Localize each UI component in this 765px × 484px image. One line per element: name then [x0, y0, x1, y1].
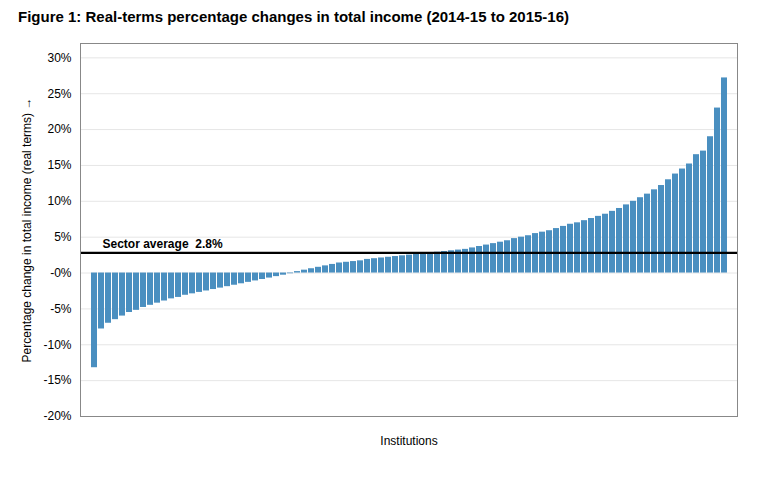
svg-text:-20%: -20%: [43, 409, 71, 423]
svg-text:Institutions: Institutions: [380, 434, 437, 448]
svg-text:-15%: -15%: [43, 373, 71, 387]
svg-text:5%: 5%: [54, 230, 72, 244]
svg-text:20%: 20%: [47, 122, 71, 136]
svg-text:-5%: -5%: [50, 302, 72, 316]
svg-text:15%: 15%: [47, 158, 71, 172]
svg-text:Percentage change in total inc: Percentage change in total income (real …: [20, 98, 34, 363]
svg-text:-10%: -10%: [43, 338, 71, 352]
html-text:Figure 1: Real-terms percentag: Figure 1: Real-terms percentage changes …: [18, 8, 569, 25]
svg-text:-0%: -0%: [50, 266, 72, 280]
svg-text:10%: 10%: [47, 194, 71, 208]
svg-text:25%: 25%: [47, 87, 71, 101]
svg-text:Sector average 2.8%: Sector average 2.8%: [103, 237, 223, 251]
svg-text:30%: 30%: [47, 51, 71, 65]
